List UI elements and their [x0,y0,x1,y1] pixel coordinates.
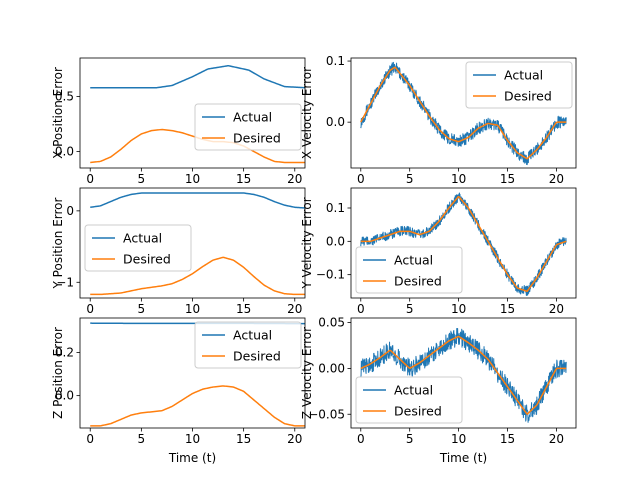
legend-label-desired: Desired [394,404,442,419]
x-axis-label: Time (t) [439,451,487,465]
legend-label-desired: Desired [394,274,442,289]
legend-label-actual: Actual [123,231,162,246]
y-axis-label: Y Position Error [51,197,65,289]
x-tick-label: 15 [500,302,515,316]
y-axis-label: Y Velocity Error [300,197,314,289]
x-tick-label: 10 [185,302,200,316]
x-axis-label: Time (t) [168,451,216,465]
x-tick-label: 5 [406,172,414,186]
legend-label-desired: Desired [233,349,281,364]
x-tick-label: 20 [287,172,302,186]
legend: Actual Desired [356,377,462,423]
series-line-actual [90,66,305,88]
y-axis-label: X Velocity Error [300,67,314,159]
subplot-4: 0 5 10 15 20 0.1 0.0 −0.1Y Velocity Error Actual… [300,188,576,316]
x-tick-label: 0 [86,302,94,316]
legend: Actual Desired [195,104,301,150]
y-tick-label: 0.1 [326,201,345,215]
x-tick-label: 5 [138,172,146,186]
y-axis-label: X Position Error [51,67,65,159]
legend-label-actual: Actual [233,328,272,343]
x-tick-label: 20 [287,432,302,446]
x-tick-label: 20 [549,172,564,186]
y-axis-label: Z Position Error [51,327,65,419]
x-tick-label: 10 [185,432,200,446]
x-tick-label: 5 [138,302,146,316]
x-tick-label: 10 [451,302,466,316]
x-tick-label: 0 [357,432,365,446]
x-tick-label: 15 [236,432,251,446]
x-tick-label: 0 [357,172,365,186]
y-tick-label: 0.05 [318,316,345,330]
x-tick-label: 15 [236,172,251,186]
x-tick-label: 15 [500,172,515,186]
x-tick-label: 20 [549,302,564,316]
x-tick-label: 10 [451,432,466,446]
legend-label-actual: Actual [233,110,272,125]
x-tick-label: 5 [406,432,414,446]
subplot-2: 0 5 10 15 20 0.0 0.1 X Velocity Error Actual Desi… [300,54,576,186]
x-tick-label: 5 [138,432,146,446]
legend-label-actual: Actual [394,253,433,268]
x-tick-label: 20 [549,432,564,446]
y-tick-label: −0.1 [316,268,345,282]
y-tick-label: 0.0 [326,115,345,129]
legend-label-actual: Actual [394,383,433,398]
y-tick-label: 0.0 [326,234,345,248]
x-tick-label: 20 [287,302,302,316]
legend: Actual Desired [195,322,301,368]
legend-label-desired: Desired [504,89,552,104]
y-tick-label: 0.00 [318,361,345,375]
x-tick-label: 15 [500,432,515,446]
x-tick-label: 10 [451,172,466,186]
legend: Actual Desired [466,62,572,108]
x-tick-label: 0 [86,172,94,186]
legend-label-actual: Actual [504,68,543,83]
x-tick-label: 10 [185,172,200,186]
y-tick-label: 0 [66,204,74,218]
legend: Actual Desired [85,225,191,271]
legend-label-desired: Desired [233,131,281,146]
x-tick-label: 0 [357,302,365,316]
legend-label-desired: Desired [123,252,171,267]
x-tick-label: 15 [236,302,251,316]
x-tick-label: 5 [406,302,414,316]
y-tick-label: 0.1 [326,54,345,68]
legend: Actual Desired [356,247,462,293]
y-axis-label: Z Velocity Error [300,327,314,419]
x-tick-label: 0 [86,432,94,446]
series-line-actual [90,193,305,208]
series-line-desired [90,386,305,426]
